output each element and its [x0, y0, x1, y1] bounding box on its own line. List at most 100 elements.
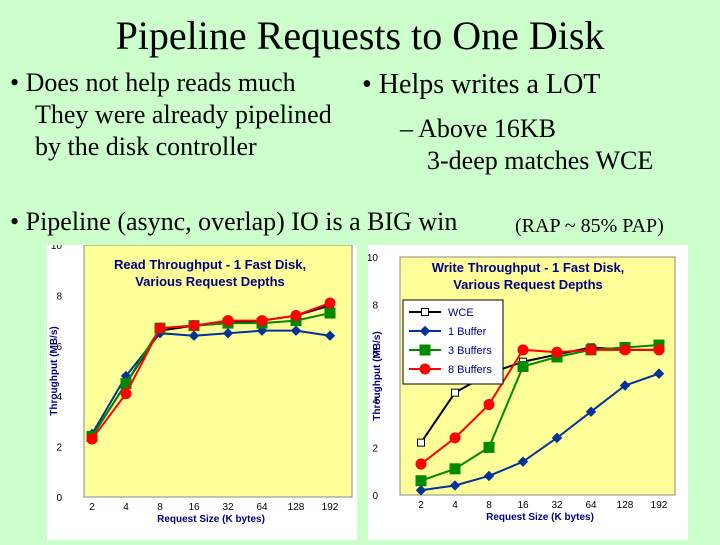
read-y-tick-label: 6 [56, 342, 62, 353]
write-legend-wce-marker [421, 308, 429, 316]
read-y-tick-label: 2 [56, 443, 62, 454]
read-y-tick-label: 4 [56, 392, 62, 403]
write-y-tick-label: 4 [372, 396, 378, 407]
read-y-tick-label: 0 [56, 493, 62, 504]
write-legend-one-label: 1 Buffer [448, 326, 487, 338]
write-chart-title-line-2: Various Request Depths [453, 277, 603, 292]
write-legend-three-marker [419, 344, 431, 356]
write-series-one-point [619, 380, 631, 391]
read-series-eight-point [256, 315, 268, 327]
read-x-tick-label: 4 [123, 502, 129, 513]
read-chart-title-line-2: Various Request Depths [135, 274, 285, 289]
write-series-three-point [415, 475, 427, 487]
write-chart-svg: Write Throughput - 1 Fast Disk, Various R… [367, 253, 676, 523]
read-series-one-point [222, 327, 234, 339]
write-y-tick-label: 10 [368, 253, 378, 264]
slide-title: Pipeline Requests to One Disk [115, 13, 605, 58]
write-x-axis-label: Request Size (K bytes) [486, 512, 594, 523]
write-y-tick-label: 6 [372, 348, 378, 359]
read-x-tick-label: 2 [89, 502, 95, 513]
read-x-tick-label: 32 [222, 502, 234, 513]
read-x-tick-label: 8 [157, 502, 163, 513]
write-series-three-point [483, 441, 495, 453]
write-series-one-line [420, 372, 660, 492]
write-legend-wce-label: WCE [448, 307, 474, 319]
write-series-eight-point [517, 344, 529, 356]
write-legend-eight-label: 8 Buffers [448, 364, 492, 376]
bullet-reads-line-2: They were already pipelined [35, 100, 332, 129]
read-series-one-point [290, 325, 302, 336]
write-series-eight-point [483, 399, 495, 411]
write-chart-title-line-1: Write Throughput - 1 Fast Disk, [432, 260, 625, 275]
write-series-one-point [483, 470, 495, 482]
write-series-eight-point [653, 344, 665, 356]
write-series-eight-line [420, 348, 659, 465]
read-series-one-line [91, 329, 331, 435]
read-y-tick-label: 10 [51, 245, 63, 252]
read-series-eight-point [188, 320, 200, 332]
write-series-eight-point [551, 346, 563, 358]
read-series-eight-point [222, 315, 234, 327]
bullet-rap-pap: (RAP ~ 85% PAP) [515, 215, 664, 237]
sub-bullet-wce-match: 3-deep matches WCE [427, 146, 654, 175]
read-series-one-point [324, 330, 336, 341]
write-series-one-point [415, 485, 427, 496]
read-series-eight-point [324, 297, 336, 309]
bullet-writes: • Helps writes a LOT [362, 69, 601, 100]
write-series-eight-point [619, 344, 631, 356]
write-x-tick-label: 2 [418, 500, 424, 511]
write-series-three-point [517, 360, 529, 372]
write-legend-eight-marker [419, 363, 431, 375]
read-series-eight-point [154, 322, 166, 334]
write-y-tick-label: 0 [372, 491, 378, 502]
write-series-one-point [653, 368, 665, 379]
write-series-one-point [517, 456, 529, 467]
write-legend-one-marker [419, 325, 431, 337]
write-series-one-point [585, 406, 597, 417]
read-y-tick-label: 8 [56, 291, 62, 302]
write-series-one-point [449, 480, 461, 491]
write-y-axis-label: Throughput (MB/s) [372, 331, 383, 420]
write-x-tick-label: 8 [486, 500, 492, 511]
read-x-tick-label: 192 [322, 502, 339, 513]
read-y-axis-label: Throughput (MB/s) [49, 326, 60, 415]
write-x-tick-label: 64 [585, 500, 597, 511]
write-x-tick-label: 128 [617, 500, 634, 511]
read-series-eight-point [86, 433, 98, 445]
read-throughput-chart: Read Throughput - 1 Fast Disk, Various Re… [47, 241, 357, 540]
write-series-three-point [449, 463, 461, 475]
read-chart-svg: Read Throughput - 1 Fast Disk, Various Re… [49, 241, 353, 525]
write-series-eight-point [585, 344, 597, 356]
sub-bullet-above-16kb: – Above 16KB [400, 114, 556, 143]
write-legend: WCE 1 Buffer 3 Buffers 8 Buffers [402, 299, 504, 385]
write-x-tick-label: 4 [452, 500, 458, 511]
read-chart-title-line-1: Read Throughput - 1 Fast Disk, [114, 257, 306, 272]
write-throughput-chart: Write Throughput - 1 Fast Disk, Various R… [367, 245, 688, 540]
write-series-three-line [420, 344, 660, 482]
read-series-three-line [91, 312, 331, 438]
bullet-reads: • Does not help reads much [10, 68, 296, 97]
bullet-pipeline-win: • Pipeline (async, overlap) IO is a BIG … [10, 207, 458, 236]
write-series-wce-point [451, 388, 459, 397]
write-x-tick-label: 32 [551, 500, 563, 511]
read-x-tick-label: 128 [288, 502, 305, 513]
write-x-tick-label: 192 [651, 500, 668, 511]
write-series-one-point [551, 432, 563, 444]
write-y-tick-label: 8 [372, 301, 378, 312]
read-series-three-point [324, 307, 336, 319]
read-x-axis-label: Request Size (K bytes) [157, 514, 265, 525]
bullet-reads-line-3: by the disk controller [35, 132, 257, 161]
write-series-eight-point [415, 458, 427, 470]
write-series-eight-point [449, 432, 461, 444]
write-y-tick-label: 2 [372, 443, 378, 454]
read-x-tick-label: 16 [188, 502, 200, 513]
read-series-eight-line [91, 302, 331, 440]
read-x-tick-label: 64 [256, 502, 268, 513]
read-series-eight-point [120, 388, 132, 400]
write-legend-three-label: 3 Buffers [448, 345, 492, 357]
read-series-one-point [188, 330, 200, 341]
write-series-wce-point [417, 438, 425, 447]
read-series-eight-point [290, 310, 302, 322]
write-x-tick-label: 16 [517, 500, 529, 511]
read-plot-area [83, 244, 353, 498]
